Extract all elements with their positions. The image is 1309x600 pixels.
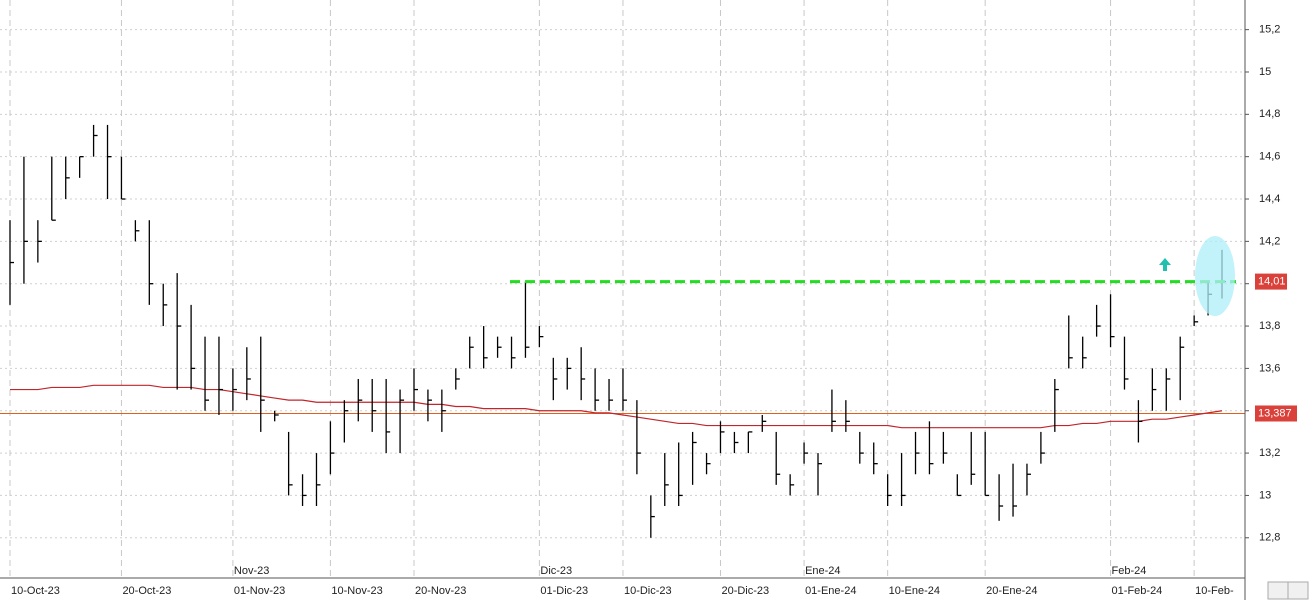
x-tick-label: 01-Nov-23 (234, 585, 285, 597)
y-tick-label: 14,6 (1259, 151, 1280, 163)
x-tick-label: 20-Dic-23 (721, 585, 769, 597)
x-tick-label: 01-Feb-24 (1112, 585, 1163, 597)
price-tag (1255, 405, 1297, 422)
x-tick-label: 10-Nov-23 (331, 585, 382, 597)
price-tag-label: 13,387 (1258, 407, 1292, 419)
month-label: Nov-23 (234, 565, 269, 577)
x-tick-label: 01-Ene-24 (805, 585, 856, 597)
toolbar-button[interactable] (1287, 581, 1309, 600)
y-tick-label: 15,2 (1259, 24, 1280, 36)
y-tick-label: 13,2 (1259, 447, 1280, 459)
price-tag-label: 14,01 (1258, 275, 1286, 287)
y-tick-label: 13,6 (1259, 362, 1280, 374)
y-tick-label: 15 (1259, 66, 1271, 78)
y-tick-label: 13 (1259, 489, 1271, 501)
highlight-ellipse (1195, 236, 1235, 316)
y-tick-label: 14,8 (1259, 108, 1280, 120)
moving-average (10, 384, 1223, 429)
x-tick-label: 10-Ene-24 (889, 585, 940, 597)
x-tick-label: 10-Oct-23 (11, 585, 60, 597)
y-tick-label: 13,8 (1259, 320, 1280, 332)
x-tick-label: 20-Ene-24 (986, 585, 1037, 597)
x-tick-label: 10-Feb- (1195, 585, 1234, 597)
x-tick-label: 01-Dic-23 (540, 585, 588, 597)
toolbar-button[interactable] (1267, 581, 1289, 600)
x-tick-label: 10-Dic-23 (624, 585, 672, 597)
y-tick-label: 14,4 (1259, 193, 1280, 205)
y-tick-label: 14,2 (1259, 235, 1280, 247)
x-tick-label: 20-Nov-23 (415, 585, 466, 597)
y-tick-label: 12,8 (1259, 532, 1280, 544)
month-label: Ene-24 (805, 565, 840, 577)
month-label: Dic-23 (540, 565, 572, 577)
price-tag (1255, 273, 1287, 290)
up-arrow (1159, 258, 1171, 271)
plot (0, 0, 1245, 578)
month-label: Feb-24 (1112, 565, 1147, 577)
x-tick-label: 20-Oct-23 (122, 585, 171, 597)
